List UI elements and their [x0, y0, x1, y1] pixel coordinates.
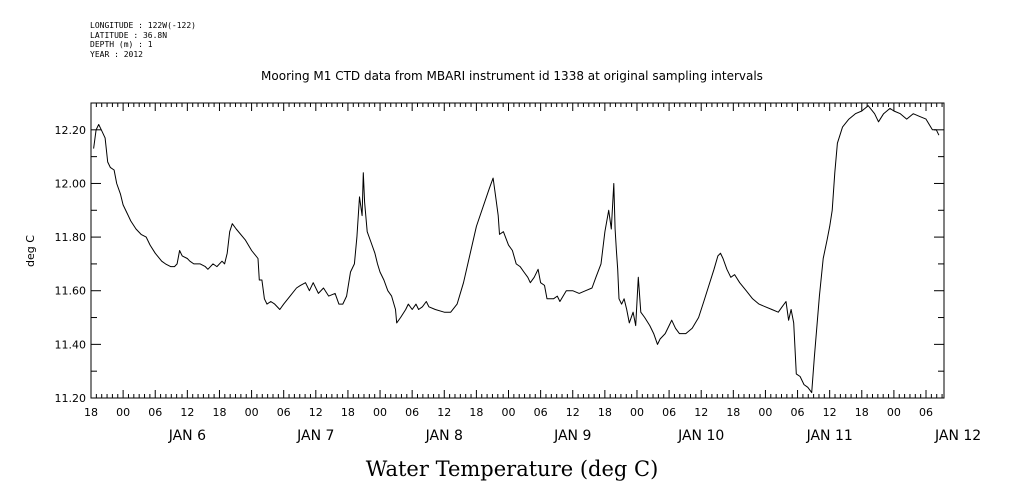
y-axis-label: deg C: [24, 235, 37, 267]
y-tick-label: 12.20: [55, 124, 87, 137]
y-tick-label: 11.60: [55, 285, 87, 298]
x-hour-label: 18: [726, 406, 740, 419]
x-hour-label: 06: [534, 406, 548, 419]
temperature-series-line: [93, 105, 940, 394]
x-hour-label: 06: [919, 406, 933, 419]
latitude-label: LATITUDE : 36.8N: [90, 30, 168, 40]
year-label: YEAR : 2012: [90, 49, 143, 59]
x-hour-label: 12: [823, 406, 837, 419]
x-hour-label: 18: [469, 406, 483, 419]
x-day-label: JAN 12: [934, 428, 981, 444]
x-day-label: JAN 7: [296, 428, 334, 444]
x-hour-label: 06: [662, 406, 676, 419]
x-day-label: JAN 10: [677, 428, 724, 444]
chart-title: Mooring M1 CTD data from MBARI instrumen…: [261, 69, 763, 83]
tick-labels: 11.20 11.40 11.60 11.80 12.00 12.20 18 00 06 12 18…: [55, 124, 982, 444]
axis-ticks: [90, 103, 944, 399]
x-hour-label: 06: [791, 406, 805, 419]
x-day-label: JAN 9: [553, 428, 591, 444]
x-hour-label: 12: [180, 406, 194, 419]
x-hour-label: 00: [245, 406, 259, 419]
x-hour-label: 00: [116, 406, 130, 419]
y-tick-label: 11.40: [55, 338, 87, 351]
x-hour-label: 00: [758, 406, 772, 419]
depth-label: DEPTH (m) : 1: [90, 40, 153, 49]
x-hour-label: 06: [148, 406, 162, 419]
plot-frame: [90, 102, 945, 399]
x-hour-label: 18: [212, 406, 226, 419]
x-hour-label: 18: [84, 406, 98, 419]
metadata-block: LONGITUDE : 122W(-122) LATITUDE : 36.8N …: [90, 21, 196, 59]
x-hour-label: 18: [341, 406, 355, 419]
x-hour-label: 12: [566, 406, 580, 419]
x-hour-label: 18: [855, 406, 869, 419]
x-hour-label: 00: [373, 406, 387, 419]
x-day-label: JAN 8: [425, 428, 463, 444]
x-hour-label: 12: [309, 406, 323, 419]
x-hour-label: 12: [437, 406, 451, 419]
x-hour-label: 12: [694, 406, 708, 419]
x-day-label: JAN 11: [806, 428, 853, 444]
x-hour-label: 00: [630, 406, 644, 419]
x-hour-label: 18: [598, 406, 612, 419]
series-group: [93, 105, 940, 394]
x-day-label: JAN 6: [168, 428, 206, 444]
x-hour-label: 06: [277, 406, 291, 419]
x-hour-label: 00: [502, 406, 516, 419]
y-tick-label: 11.80: [55, 231, 87, 244]
x-hour-label: 06: [405, 406, 419, 419]
x-axis-label: Water Temperature (deg C): [366, 457, 659, 481]
y-tick-label: 11.20: [55, 392, 87, 405]
y-tick-label: 12.00: [55, 177, 87, 190]
longitude-label: LONGITUDE : 122W(-122): [90, 21, 196, 30]
x-hour-label: 00: [887, 406, 901, 419]
